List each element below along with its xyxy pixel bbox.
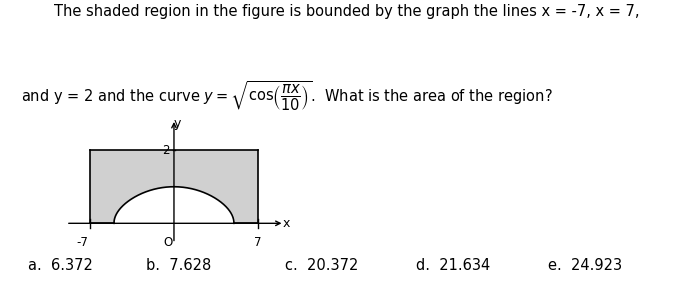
Text: b.  7.628: b. 7.628 xyxy=(146,258,211,273)
Text: The shaded region in the figure is bounded by the graph the lines x = -7, x = 7,: The shaded region in the figure is bound… xyxy=(54,4,640,19)
Text: d.  21.634: d. 21.634 xyxy=(416,258,491,273)
Text: 7: 7 xyxy=(254,236,262,249)
Text: -7: -7 xyxy=(77,236,89,249)
Text: c.  20.372: c. 20.372 xyxy=(285,258,358,273)
Text: e.  24.923: e. 24.923 xyxy=(548,258,623,273)
Text: x: x xyxy=(282,217,290,230)
Text: a.  6.372: a. 6.372 xyxy=(28,258,92,273)
Text: and y = 2 and the curve $y = \sqrt{\cos\!\left(\dfrac{\pi x}{10}\right)}$.  What: and y = 2 and the curve $y = \sqrt{\cos\… xyxy=(21,80,552,112)
Text: y: y xyxy=(174,117,180,130)
Text: 2: 2 xyxy=(162,144,170,157)
Text: O: O xyxy=(164,236,173,249)
Bar xyxy=(90,150,258,223)
